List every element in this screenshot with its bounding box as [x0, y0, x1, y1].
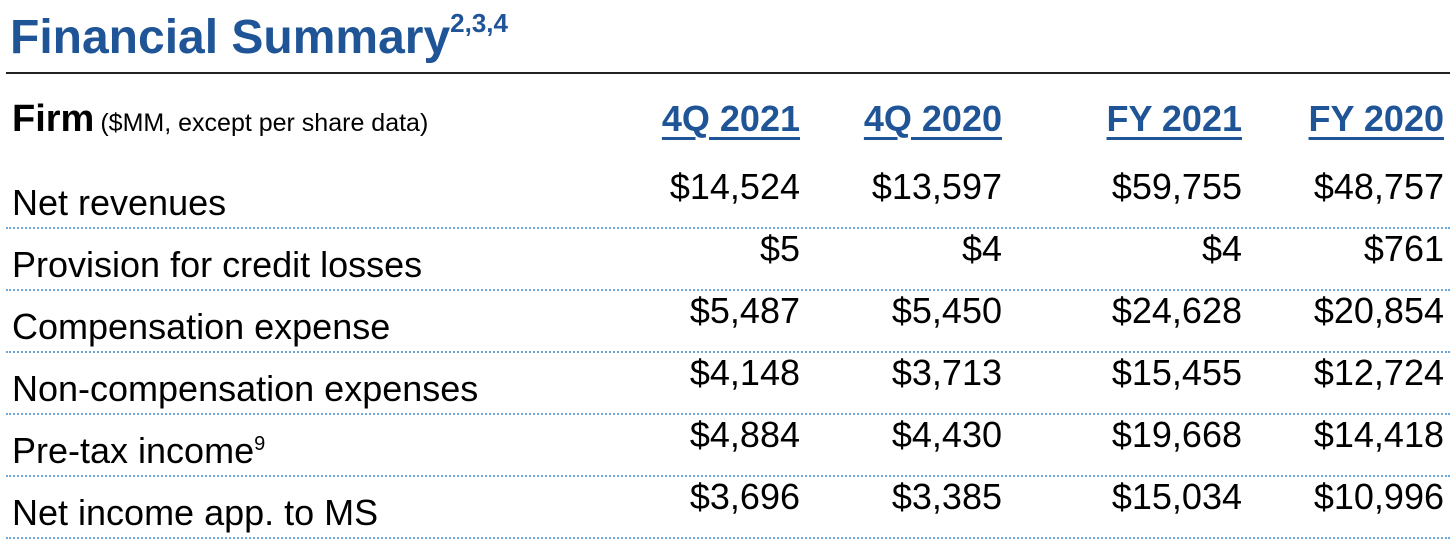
cell-4q-2021: $5	[759, 228, 800, 269]
firm-label: Firm	[12, 98, 95, 140]
row-label: Net revenues	[12, 182, 227, 223]
title-text: Financial Summary	[10, 11, 451, 64]
cell-4q-2021: $4,884	[689, 414, 800, 455]
cell-fy-2020: $761	[1363, 228, 1444, 269]
cell-4q-2021: $14,524	[669, 166, 800, 207]
cell-fy-2021: $19,668	[1111, 414, 1242, 455]
column-header-fy-2021[interactable]: FY 2021	[1106, 98, 1242, 139]
column-header-4q-2021[interactable]: 4Q 2021	[661, 98, 800, 139]
cell-4q-2020: $3,713	[891, 352, 1002, 393]
cell-fy-2020: $48,757	[1313, 166, 1444, 207]
table-row-pre-tax-income: Pre-tax income9 $4,884 $4,430 $19,668 $1…	[6, 413, 1450, 477]
cell-fy-2020: $20,854	[1313, 290, 1444, 331]
table-row-provision-for-credit-losses: Provision for credit losses $5 $4 $4 $76…	[6, 227, 1450, 291]
cell-4q-2020: $13,597	[871, 166, 1002, 207]
cell-fy-2021: $4	[1201, 228, 1242, 269]
units-note: ($MM, except per share data)	[100, 109, 429, 137]
cell-fy-2021: $15,034	[1111, 476, 1242, 517]
table-header-label: Firm ($MM, except per share data)	[12, 100, 428, 138]
cell-4q-2020: $4,430	[891, 414, 1002, 455]
cell-4q-2020: $4	[961, 228, 1002, 269]
column-header-fy-2020[interactable]: FY 2020	[1308, 98, 1444, 139]
cell-fy-2020: $14,418	[1313, 414, 1444, 455]
table-row-compensation-expense: Compensation expense $5,487 $5,450 $24,6…	[6, 289, 1450, 353]
page-title: Financial Summary2,3,4	[10, 10, 508, 64]
cell-4q-2021: $5,487	[689, 290, 800, 331]
cell-fy-2021: $59,755	[1111, 166, 1242, 207]
table-row-net-income-app-to-ms: Net income app. to MS $3,696 $3,385 $15,…	[6, 475, 1450, 539]
row-label: Provision for credit losses	[12, 244, 423, 285]
table-row-net-revenues: Net revenues $14,524 $13,597 $59,755 $48…	[6, 165, 1450, 229]
cell-4q-2020: $3,385	[891, 476, 1002, 517]
title-footnote-refs: 2,3,4	[450, 8, 508, 38]
cell-4q-2020: $5,450	[891, 290, 1002, 331]
cell-fy-2021: $15,455	[1111, 352, 1242, 393]
row-label: Compensation expense	[12, 306, 391, 347]
row-label: Non-compensation expenses	[12, 368, 479, 409]
row-label: Pre-tax income9	[12, 430, 266, 471]
cell-fy-2021: $24,628	[1111, 290, 1242, 331]
row-label: Net income app. to MS	[12, 492, 379, 533]
column-header-4q-2020[interactable]: 4Q 2020	[863, 98, 1002, 139]
table-row-non-compensation-expenses: Non-compensation expenses $4,148 $3,713 …	[6, 351, 1450, 415]
cell-4q-2021: $3,696	[689, 476, 800, 517]
cell-fy-2020: $10,996	[1313, 476, 1444, 517]
cell-fy-2020: $12,724	[1313, 352, 1444, 393]
cell-4q-2021: $4,148	[689, 352, 800, 393]
title-divider	[6, 72, 1450, 74]
